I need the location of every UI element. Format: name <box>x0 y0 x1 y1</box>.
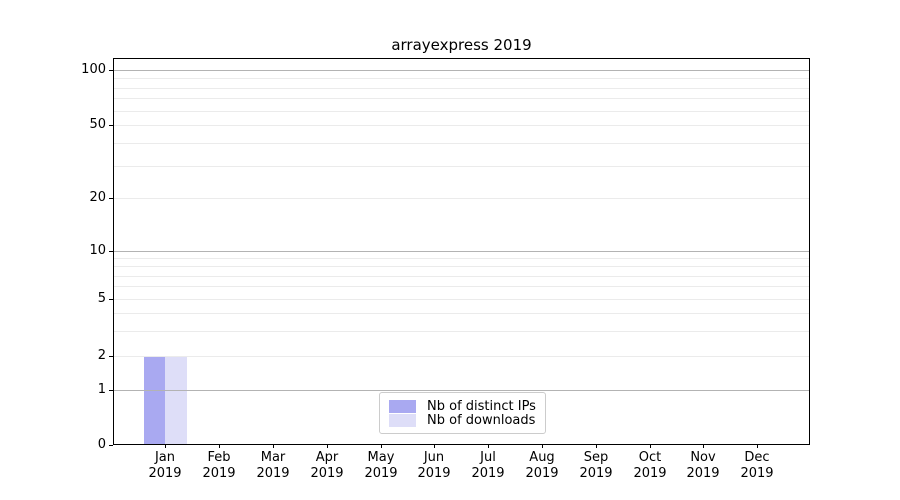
y-tick-label-5: 5 <box>97 291 106 306</box>
x-tick-label-may: May 2019 <box>364 450 398 481</box>
legend: Nb of distinct IPs Nb of downloads <box>379 392 546 434</box>
y-tick-50 <box>109 125 113 126</box>
gridline-minor-3 <box>114 331 809 332</box>
x-tick-dec <box>757 444 758 448</box>
gridline-minor-5 <box>114 299 809 300</box>
gridline-minor-7 <box>114 276 809 277</box>
y-tick-0 <box>109 445 113 446</box>
legend-swatch-distinct-ips-icon <box>389 399 416 413</box>
x-tick-label-aug: Aug 2019 <box>525 450 559 481</box>
x-tick-apr <box>327 444 328 448</box>
x-tick-may <box>381 444 382 448</box>
y-tick-label-50: 50 <box>89 117 106 132</box>
y-tick-10 <box>109 251 113 252</box>
gridline-minor-60 <box>114 111 809 112</box>
x-tick-feb <box>219 444 220 448</box>
gridline-minor-70 <box>114 98 809 99</box>
y-tick-100 <box>109 70 113 71</box>
x-tick-nov <box>703 444 704 448</box>
y-tick-label-10: 10 <box>89 243 106 258</box>
gridline-major-1 <box>114 390 809 391</box>
x-tick-sep <box>596 444 597 448</box>
gridline-minor-8 <box>114 266 809 267</box>
y-tick-label-0: 0 <box>97 437 106 452</box>
gridline-major-10 <box>114 251 809 252</box>
gridline-minor-80 <box>114 88 809 89</box>
y-tick-label-2: 2 <box>97 348 106 363</box>
gridline-minor-30 <box>114 166 809 167</box>
x-tick-jun <box>434 444 435 448</box>
legend-label-distinct-ips: Nb of distinct IPs <box>427 398 536 414</box>
x-tick-label-jul: Jul 2019 <box>471 450 505 481</box>
x-tick-label-feb: Feb 2019 <box>202 450 236 481</box>
gridline-minor-6 <box>114 286 809 287</box>
y-tick-2 <box>109 356 113 357</box>
y-tick-5 <box>109 299 113 300</box>
y-tick-label-20: 20 <box>89 190 106 205</box>
x-tick-label-oct: Oct 2019 <box>633 450 667 481</box>
gridline-major-100 <box>114 70 809 71</box>
bar-downloads-jan <box>165 356 187 444</box>
x-tick-jan <box>165 444 166 448</box>
gridline-minor-2 <box>114 356 809 357</box>
gridline-minor-90 <box>114 78 809 79</box>
x-tick-mar <box>273 444 274 448</box>
gridline-minor-50 <box>114 125 809 126</box>
gridlines-layer <box>114 59 809 444</box>
bar-distinct-ips-jan <box>143 356 166 444</box>
x-tick-label-nov: Nov 2019 <box>686 450 720 481</box>
x-tick-oct <box>650 444 651 448</box>
gridline-minor-40 <box>114 143 809 144</box>
legend-item-distinct-ips: Nb of distinct IPs <box>389 398 536 414</box>
x-tick-label-dec: Dec 2019 <box>740 450 774 481</box>
x-tick-label-mar: Mar 2019 <box>256 450 290 481</box>
x-tick-label-jan: Jan 2019 <box>148 450 182 481</box>
x-tick-aug <box>542 444 543 448</box>
gridline-minor-9 <box>114 258 809 259</box>
plot-area <box>113 58 810 445</box>
bars-layer <box>114 59 809 444</box>
y-tick-label-100: 100 <box>81 62 106 77</box>
gridline-minor-4 <box>114 313 809 314</box>
x-tick-label-apr: Apr 2019 <box>310 450 344 481</box>
chart-title: arrayexpress 2019 <box>391 36 532 54</box>
x-tick-label-jun: Jun 2019 <box>417 450 451 481</box>
y-tick-20 <box>109 198 113 199</box>
legend-label-downloads: Nb of downloads <box>427 412 536 428</box>
y-tick-label-1: 1 <box>97 382 106 397</box>
x-tick-jul <box>488 444 489 448</box>
gridline-minor-20 <box>114 198 809 199</box>
legend-swatch-downloads-icon <box>389 413 416 427</box>
legend-item-downloads: Nb of downloads <box>389 412 536 428</box>
x-tick-label-sep: Sep 2019 <box>579 450 613 481</box>
y-tick-1 <box>109 390 113 391</box>
